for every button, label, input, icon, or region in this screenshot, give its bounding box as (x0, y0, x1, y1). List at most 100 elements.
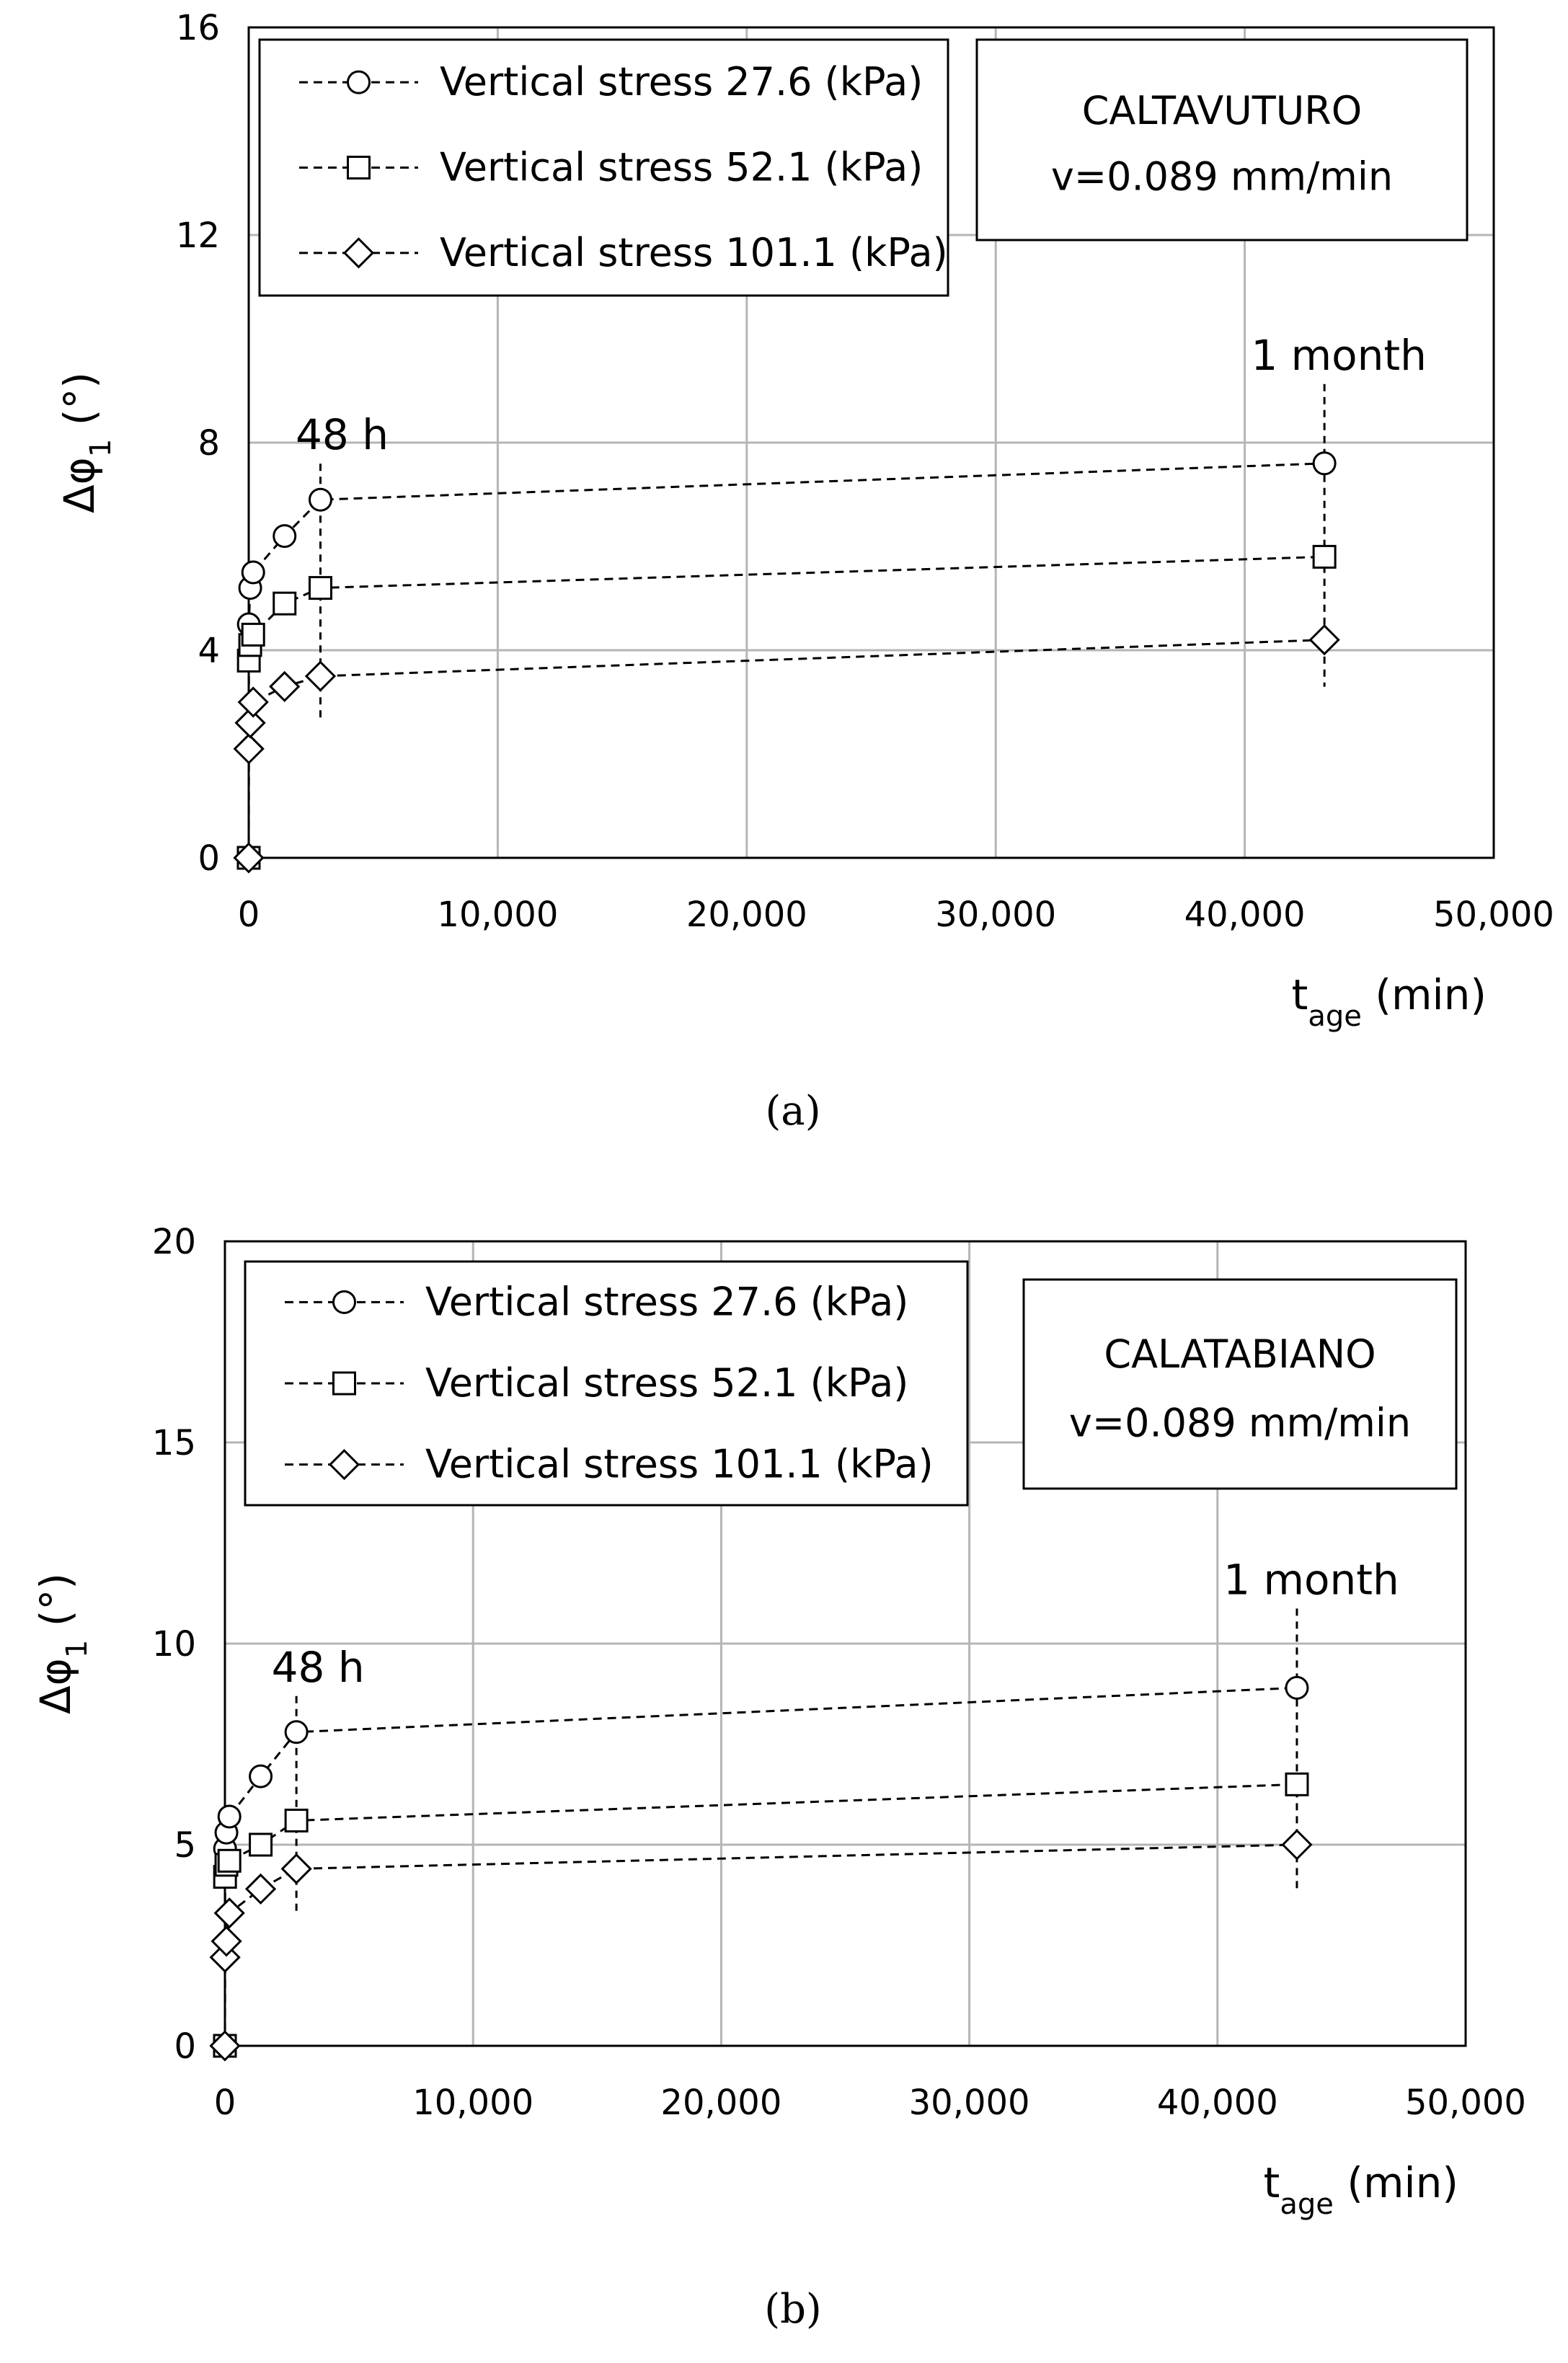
y-tick-label: 10 (152, 1624, 196, 1664)
y-tick-label: 5 (174, 1825, 196, 1866)
legend-label: Vertical stress 52.1 (kPa) (425, 1360, 908, 1406)
x-axis-unit: (min) (1362, 970, 1487, 1019)
data-point-diamond (209, 2030, 241, 2062)
data-point-diamond (304, 660, 337, 692)
y-tick-label: 4 (198, 631, 220, 671)
series-line (223, 1843, 1297, 2047)
panel-b-chart: 0 10,000 20,000 30,000 40,000 50,000 0 5 10 15 20 Δ… (31, 1222, 1526, 2221)
data-point-circle (308, 487, 332, 512)
legend-label: Vertical stress 101.1 (kPa) (440, 230, 948, 275)
x-tick-label: 40,000 (1157, 2083, 1278, 2123)
data-point-diamond (213, 1897, 245, 1929)
data-point-square (249, 1832, 273, 1857)
y-axis-unit: (°) (31, 1573, 80, 1640)
info-box: CALTAVUTURO v=0.089 mm/min (975, 38, 1469, 241)
legend: Vertical stress 27.6 (kPa) Vertical stres… (244, 1260, 969, 1507)
data-point-diamond (233, 733, 265, 765)
info-box-frame (975, 38, 1469, 241)
data-point-diamond (233, 842, 265, 874)
y-axis-subscript: 1 (61, 1640, 94, 1658)
legend-label: Vertical stress 101.1 (kPa) (425, 1442, 934, 1487)
x-tick-label: 0 (214, 2083, 236, 2123)
data-point-diamond (234, 707, 266, 739)
data-point-square (1285, 1772, 1309, 1796)
y-axis-subscript: 1 (84, 439, 118, 457)
y-tick-label: 12 (176, 216, 220, 256)
x-axis-unit: (min) (1334, 2158, 1458, 2207)
data-point-diamond (244, 1873, 277, 1905)
x-tick-label: 50,000 (1433, 895, 1554, 935)
data-point-diamond (237, 686, 269, 718)
data-point-square (1312, 544, 1337, 569)
annotation-label: 48 h (296, 410, 389, 459)
data-point-circle (1312, 451, 1337, 476)
x-tick-label: 40,000 (1184, 895, 1306, 935)
data-point-square (217, 1848, 242, 1873)
legend-label: Vertical stress 52.1 (kPa) (440, 145, 923, 190)
data-point-diamond (211, 1925, 242, 1957)
plot-frame (247, 26, 1495, 859)
legend-marker-circle (332, 1290, 356, 1314)
test-speed: v=0.089 mm/min (1051, 154, 1393, 200)
y-tick-label: 8 (198, 423, 220, 464)
y-axis-label: Δφ1 (°) (55, 372, 118, 513)
x-tick-label: 10,000 (412, 2083, 533, 2123)
legend-marker-diamond (328, 1449, 360, 1481)
series-line (247, 555, 1325, 859)
legend-label: Vertical stress 27.6 (kPa) (425, 1279, 908, 1324)
info-box-frame (1022, 1278, 1458, 1490)
caption-a: (a) (765, 1088, 820, 1135)
x-tick-label: 20,000 (660, 2083, 781, 2123)
y-axis-unit: (°) (55, 372, 104, 439)
y-axis-label: Δφ1 (°) (31, 1573, 94, 1714)
data-point-square (273, 591, 297, 616)
series-line (223, 1783, 1297, 2047)
plot-frame (223, 1240, 1467, 2047)
data-point-square (308, 576, 332, 600)
data-point-circle (273, 524, 297, 549)
legend-marker-circle (347, 70, 371, 94)
x-tick-label: 20,000 (686, 895, 807, 935)
y-tick-label: 0 (198, 838, 220, 879)
annotation-label: 48 h (272, 1643, 365, 1692)
x-tick-label: 50,000 (1405, 2083, 1526, 2123)
data-point-circle (249, 1764, 273, 1788)
info-box: CALATABIANO v=0.089 mm/min (1022, 1278, 1458, 1490)
x-tick-label: 0 (238, 895, 260, 935)
annotation-label: 1 month (1251, 331, 1427, 380)
data-point-circle (241, 560, 265, 585)
x-tick-label: 30,000 (909, 2083, 1030, 2123)
x-axis-label: tage (min) (1264, 2158, 1458, 2221)
x-axis-subscript: age (1308, 1000, 1362, 1033)
test-speed: v=0.089 mm/min (1069, 1401, 1411, 1446)
annotation-label: 1 month (1223, 1555, 1399, 1604)
legend-marker-square (332, 1371, 356, 1396)
data-point-circle (1285, 1675, 1309, 1700)
data-point-square (241, 622, 265, 647)
caption-b: (b) (764, 2286, 822, 2333)
x-axis-label: tage (min) (1292, 970, 1487, 1033)
data-point-diamond (269, 670, 301, 703)
data-point-diamond (280, 1853, 312, 1885)
y-axis-symbol: Δφ (31, 1658, 80, 1714)
y-tick-label: 16 (176, 8, 220, 48)
x-tick-label: 30,000 (935, 895, 1056, 935)
x-axis-symbol: t (1292, 970, 1308, 1019)
x-tick-label: 10,000 (437, 895, 558, 935)
site-name: CALTAVUTURO (1082, 88, 1363, 133)
data-point-circle (217, 1804, 242, 1829)
series-line (247, 462, 1325, 859)
legend-marker-diamond (342, 237, 375, 269)
x-axis-symbol: t (1264, 2158, 1280, 2207)
legend-marker-square (347, 156, 371, 179)
site-name: CALATABIANO (1104, 1331, 1376, 1377)
data-point-diamond (1281, 1829, 1313, 1861)
y-tick-label: 20 (152, 1222, 196, 1262)
data-point-circle (284, 1720, 309, 1744)
legend-label: Vertical stress 27.6 (kPa) (440, 59, 923, 105)
y-axis-symbol: Δφ (55, 457, 104, 513)
series-line (247, 639, 1325, 859)
data-point-diamond (1308, 624, 1340, 656)
data-point-square (284, 1809, 309, 1833)
